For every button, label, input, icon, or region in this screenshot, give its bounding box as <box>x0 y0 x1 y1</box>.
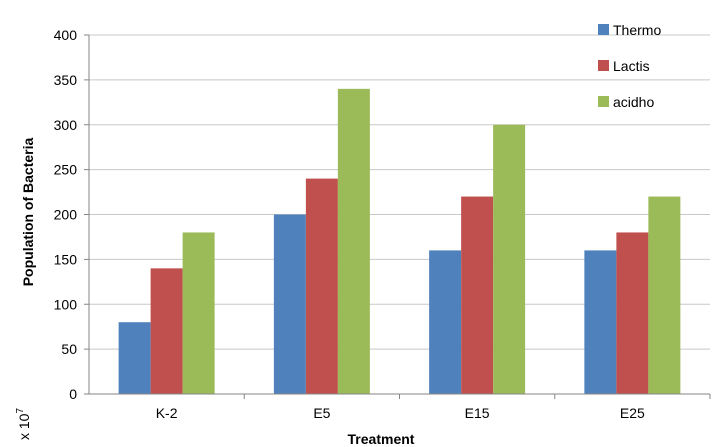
bar-lactis-e5 <box>305 178 338 394</box>
svg-text:x 107: x 107 <box>15 408 32 440</box>
bar-thermo-e5 <box>273 214 306 394</box>
legend-swatch-thermo <box>598 24 609 35</box>
legend-label-thermo: Thermo <box>613 22 661 38</box>
y-tick-label: 400 <box>54 27 78 43</box>
legend-swatch-lactis <box>598 60 609 71</box>
y-tick-label: 300 <box>54 117 78 133</box>
bar-lactis-e15 <box>461 196 494 394</box>
y-axis-title: Population of Bacteria <box>20 138 36 287</box>
y-tick-label: 350 <box>54 72 78 88</box>
legend-label-acidho: acidho <box>613 94 654 110</box>
bar-lactis-e25 <box>616 232 649 394</box>
bar-thermo-e25 <box>584 250 617 394</box>
x-tick-label: E15 <box>465 405 490 421</box>
bar-acidho-e15 <box>493 124 526 394</box>
x-tick-label: E25 <box>620 405 645 421</box>
x-tick-label: E5 <box>313 405 330 421</box>
y-multiplier-base: x 10 <box>16 413 32 440</box>
y-multiplier-exponent: 7 <box>15 408 26 414</box>
x-tick-label: K-2 <box>156 405 178 421</box>
legend-swatch-acidho <box>598 96 609 107</box>
legend: Thermo Lactis acidho <box>598 22 661 110</box>
y-tick-label: 100 <box>54 296 78 312</box>
bar-thermo-k-2 <box>118 322 151 394</box>
x-tick-labels: K-2 E5 E15 E25 <box>156 405 645 421</box>
axes <box>84 34 711 399</box>
bar-acidho-e25 <box>648 196 681 394</box>
y-tick-label: 50 <box>61 341 77 357</box>
legend-label-lactis: Lactis <box>613 58 650 74</box>
y-tick-labels: 0 50 100 150 200 250 300 350 400 <box>54 27 78 402</box>
x-axis-title: Treatment <box>348 431 415 447</box>
bar-lactis-k-2 <box>150 268 183 394</box>
y-tick-label: 250 <box>54 162 78 178</box>
bar-thermo-e15 <box>429 250 462 394</box>
y-tick-label: 0 <box>69 386 77 402</box>
bar-acidho-k-2 <box>182 232 215 394</box>
y-tick-label: 200 <box>54 207 78 223</box>
bars <box>118 88 681 394</box>
bar-acidho-e5 <box>337 88 370 394</box>
y-multiplier: x 107 <box>15 408 32 440</box>
y-tick-label: 150 <box>54 251 78 267</box>
